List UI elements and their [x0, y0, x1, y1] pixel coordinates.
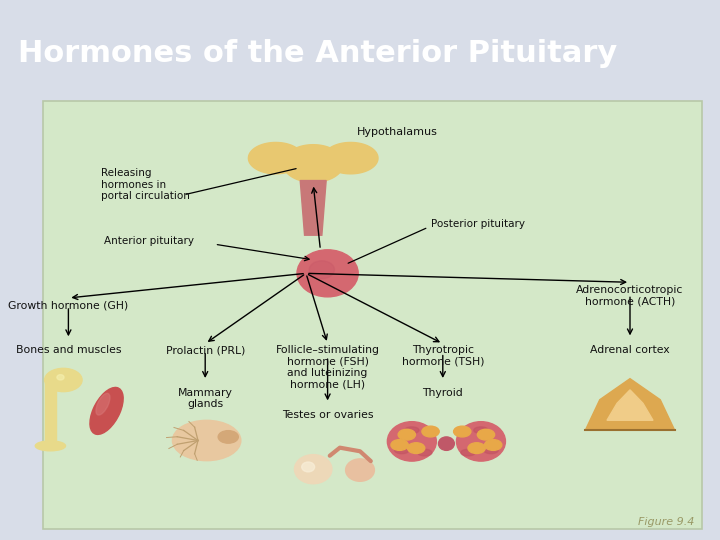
- Ellipse shape: [294, 455, 332, 484]
- Ellipse shape: [484, 447, 498, 454]
- Ellipse shape: [346, 459, 374, 481]
- Circle shape: [398, 429, 415, 440]
- Ellipse shape: [395, 447, 409, 454]
- Ellipse shape: [57, 375, 64, 380]
- Ellipse shape: [387, 422, 436, 461]
- Circle shape: [45, 368, 82, 392]
- Ellipse shape: [90, 387, 123, 434]
- Circle shape: [391, 440, 408, 450]
- Text: Hormones of the Anterior Pituitary: Hormones of the Anterior Pituitary: [18, 39, 617, 68]
- Circle shape: [218, 430, 238, 443]
- FancyBboxPatch shape: [43, 101, 702, 529]
- Text: Releasing
hormones in
portal circulation: Releasing hormones in portal circulation: [101, 168, 189, 201]
- Circle shape: [485, 440, 502, 450]
- Bar: [45, 383, 56, 441]
- Ellipse shape: [438, 437, 454, 450]
- Ellipse shape: [309, 261, 335, 279]
- Ellipse shape: [96, 393, 110, 415]
- Ellipse shape: [474, 427, 488, 434]
- Polygon shape: [300, 180, 326, 235]
- Circle shape: [477, 429, 495, 440]
- Text: Thyroid: Thyroid: [423, 388, 463, 397]
- Ellipse shape: [173, 420, 240, 461]
- Text: Adrenocorticotropic
hormone (ACTH): Adrenocorticotropic hormone (ACTH): [576, 285, 684, 306]
- Circle shape: [454, 426, 471, 437]
- Ellipse shape: [405, 427, 419, 434]
- Ellipse shape: [297, 250, 359, 297]
- Text: Hypothalamus: Hypothalamus: [356, 127, 437, 137]
- Text: Anterior pituitary: Anterior pituitary: [104, 235, 194, 246]
- Text: Thyrotropic
hormone (TSH): Thyrotropic hormone (TSH): [402, 345, 484, 367]
- Text: Bones and muscles: Bones and muscles: [16, 345, 121, 355]
- Polygon shape: [48, 381, 59, 395]
- Text: Growth hormone (GH): Growth hormone (GH): [8, 300, 129, 310]
- Polygon shape: [248, 143, 303, 174]
- Polygon shape: [283, 145, 343, 183]
- Text: Mammary
glands: Mammary glands: [178, 388, 233, 409]
- Text: Figure 9.4: Figure 9.4: [639, 517, 695, 528]
- Circle shape: [468, 443, 485, 454]
- Text: Adrenal cortex: Adrenal cortex: [590, 345, 670, 355]
- Polygon shape: [585, 379, 675, 430]
- Ellipse shape: [35, 441, 66, 451]
- Polygon shape: [607, 390, 653, 420]
- Ellipse shape: [302, 462, 315, 472]
- Ellipse shape: [418, 449, 432, 456]
- Text: Follicle–stimulating
hormone (FSH)
and luteinizing
hormone (LH): Follicle–stimulating hormone (FSH) and l…: [276, 345, 379, 390]
- Text: Posterior pituitary: Posterior pituitary: [431, 219, 525, 229]
- Text: Testes or ovaries: Testes or ovaries: [282, 410, 374, 420]
- Polygon shape: [323, 143, 378, 174]
- Circle shape: [408, 443, 425, 454]
- Ellipse shape: [461, 449, 475, 456]
- Text: Prolactin (PRL): Prolactin (PRL): [166, 345, 245, 355]
- Circle shape: [422, 426, 439, 437]
- Ellipse shape: [456, 422, 505, 461]
